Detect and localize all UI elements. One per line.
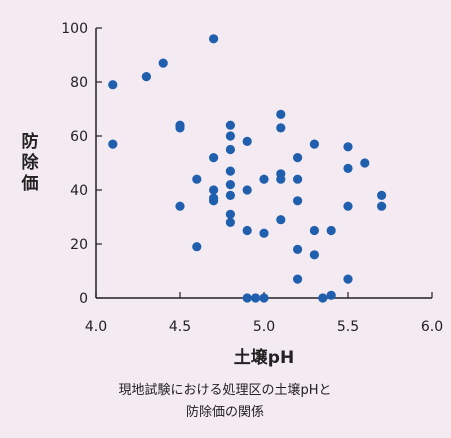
data-point <box>209 193 219 203</box>
data-point <box>225 120 235 130</box>
y-tick-label: 100 <box>61 21 88 37</box>
x-tick-label: 5.5 <box>337 319 359 335</box>
data-point <box>326 290 336 300</box>
data-point <box>259 293 269 303</box>
caption-line-1: 現地試験における処理区の土壌pHと <box>118 382 331 398</box>
x-tick-label: 4.0 <box>85 319 107 335</box>
y-axis-label-char: 除 <box>22 152 40 173</box>
data-point <box>343 142 353 152</box>
x-tick-label: 5.0 <box>253 319 275 335</box>
data-point <box>326 225 336 236</box>
data-point <box>225 209 235 219</box>
data-point <box>377 190 387 200</box>
data-point <box>293 153 303 163</box>
data-point <box>293 274 303 284</box>
data-point <box>108 139 118 149</box>
x-tick-label: 4.5 <box>169 319 191 335</box>
y-tick-label: 80 <box>70 75 88 91</box>
data-point <box>309 225 319 236</box>
data-point <box>343 163 353 173</box>
x-axis-label: 土壌pH <box>234 347 294 368</box>
data-point <box>175 123 185 133</box>
data-point <box>318 293 328 303</box>
data-point <box>259 174 269 184</box>
caption-line-2: 防除価の関係 <box>186 404 264 420</box>
data-point <box>225 166 235 176</box>
data-point <box>251 293 261 303</box>
data-point <box>293 174 303 184</box>
data-point <box>242 136 252 146</box>
y-tick-label: 0 <box>79 291 88 307</box>
data-point <box>242 225 252 236</box>
data-point <box>225 131 235 141</box>
y-axis-label-char: 防 <box>22 131 39 152</box>
y-tick-label: 60 <box>70 129 88 145</box>
data-point <box>209 34 219 44</box>
y-tick-label: 20 <box>70 237 88 253</box>
data-point <box>225 180 235 190</box>
data-point <box>225 144 235 155</box>
data-point <box>209 185 219 195</box>
data-point <box>141 72 151 82</box>
data-point <box>377 201 387 211</box>
y-axis-label: 防除価 <box>21 131 40 194</box>
data-point <box>276 174 286 184</box>
chart-axes <box>95 28 432 299</box>
y-axis-label-char: 価 <box>21 173 39 194</box>
data-point <box>192 242 202 252</box>
data-point <box>225 190 235 200</box>
data-point <box>293 244 303 254</box>
data-point <box>360 158 370 168</box>
data-point <box>343 274 353 284</box>
data-point <box>309 250 319 260</box>
data-point <box>242 185 252 195</box>
data-points <box>108 34 387 303</box>
data-point <box>192 174 202 184</box>
data-point <box>175 201 185 211</box>
data-point <box>276 215 286 225</box>
data-point <box>225 217 235 227</box>
data-point <box>309 139 319 149</box>
data-point <box>343 201 353 211</box>
data-point <box>293 196 303 206</box>
tick-marks: 0 20 40 60 80 100 4.0 4.5 5.0 5.5 6.0 <box>61 21 443 335</box>
data-point <box>259 228 269 238</box>
data-point <box>242 293 252 303</box>
data-point <box>158 58 168 68</box>
data-point <box>276 109 286 119</box>
data-point <box>276 123 286 133</box>
data-point <box>108 80 118 90</box>
data-point <box>209 153 219 163</box>
y-tick-label: 40 <box>70 183 88 199</box>
x-tick-label: 6.0 <box>421 319 443 335</box>
